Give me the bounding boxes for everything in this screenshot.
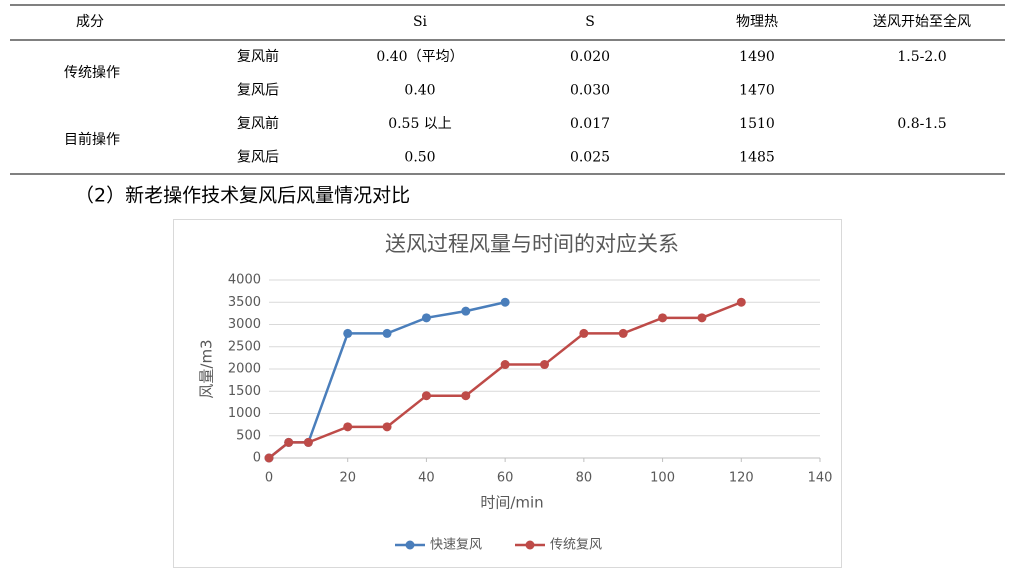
table-cell: 1.5-2.0 xyxy=(897,49,946,65)
table-cell: 复风后 xyxy=(237,82,279,99)
x-axis-label: 时间/min xyxy=(480,494,543,512)
x-tick-label: 40 xyxy=(418,471,435,486)
data-point xyxy=(303,437,313,447)
data-point xyxy=(382,422,392,432)
table-cell: 1510 xyxy=(739,116,775,132)
y-tick-label: 3000 xyxy=(228,317,261,332)
chart-title: 送风过程风量与时间的对应关系 xyxy=(385,232,679,256)
group-label: 传统操作 xyxy=(64,65,120,81)
table-cell: 0.030 xyxy=(570,83,610,99)
table-cell: 复风前 xyxy=(237,115,279,132)
data-point xyxy=(500,360,510,370)
y-tick-label: 2500 xyxy=(228,339,261,354)
table-cell: 0.017 xyxy=(570,116,610,132)
x-tick-label: 0 xyxy=(265,471,273,486)
data-point xyxy=(382,328,392,338)
data-point xyxy=(421,391,431,401)
table-header: Si xyxy=(413,14,428,30)
data-point xyxy=(736,297,746,307)
chart-frame xyxy=(173,219,842,568)
y-tick-label: 500 xyxy=(236,428,261,443)
data-point xyxy=(540,360,549,370)
series-line xyxy=(268,301,742,459)
table-cell: 1485 xyxy=(739,150,775,166)
data-point xyxy=(618,328,628,338)
table-cell: 1490 xyxy=(739,49,775,65)
table-cell: 0.020 xyxy=(570,49,610,65)
caption: （2）新老操作技术复风后风量情况对比 xyxy=(75,185,410,207)
y-tick-label: 1000 xyxy=(228,406,261,421)
x-tick-label: 20 xyxy=(339,471,356,486)
table-header: 物理热 xyxy=(736,14,778,30)
y-axis-label: 风量/m3 xyxy=(198,339,216,398)
table-cell: 0.55 以上 xyxy=(388,116,452,132)
data-point xyxy=(284,437,294,447)
y-tick-label: 0 xyxy=(253,451,261,466)
data-point xyxy=(343,328,353,338)
table-header: S xyxy=(585,14,595,30)
data-point xyxy=(461,391,471,401)
data-point xyxy=(343,422,353,432)
data-point xyxy=(500,297,510,307)
table-header: 成分 xyxy=(76,14,104,30)
legend-label: 传统复风 xyxy=(550,538,602,553)
legend-marker xyxy=(525,540,535,550)
y-tick-label: 3500 xyxy=(228,295,261,310)
table-cell: 0.8-1.5 xyxy=(897,116,946,132)
data-point xyxy=(658,313,668,323)
x-tick-label: 100 xyxy=(650,471,675,486)
x-tick-label: 80 xyxy=(576,471,593,486)
table-cell: 0.025 xyxy=(570,150,610,166)
table-cell: 复风前 xyxy=(237,48,279,65)
data-point xyxy=(461,306,471,316)
table-cell: 复风后 xyxy=(237,149,279,166)
x-tick-label: 120 xyxy=(729,471,754,486)
y-tick-label: 1500 xyxy=(228,384,261,399)
table-header: 送风开始至全风 xyxy=(873,13,971,30)
y-tick-label: 2000 xyxy=(228,362,261,377)
table-cell: 0.40 xyxy=(404,83,435,99)
table-cell: 0.40（平均） xyxy=(376,49,463,65)
legend-label: 快速复风 xyxy=(430,538,482,553)
y-tick-label: 4000 xyxy=(228,273,261,288)
legend-marker xyxy=(405,540,415,550)
x-tick-label: 140 xyxy=(808,471,833,486)
table-cell: 0.50 xyxy=(404,150,435,166)
data-point xyxy=(579,328,589,338)
data-point xyxy=(421,313,431,323)
data-point xyxy=(697,313,707,323)
table-cell: 1470 xyxy=(739,83,775,99)
data-point xyxy=(264,453,274,463)
group-label: 目前操作 xyxy=(64,131,120,148)
x-tick-label: 60 xyxy=(497,471,514,486)
